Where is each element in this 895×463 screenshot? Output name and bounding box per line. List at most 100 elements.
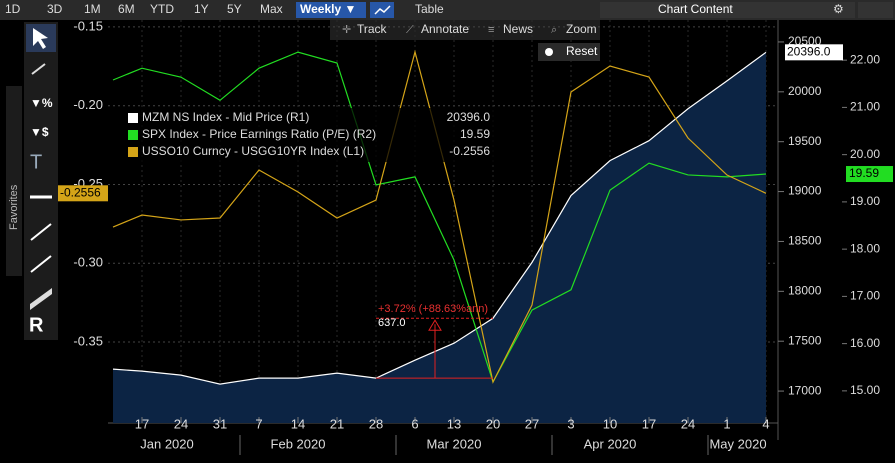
x-tick-label: 28 — [369, 416, 383, 431]
pct-tool[interactable]: ▼% — [30, 96, 53, 110]
range-button[interactable]: 3D — [47, 2, 63, 16]
series-line — [112, 51, 767, 384]
legend-label: USSO10 Curncy - USGG10YR Index (L1) — [142, 144, 364, 158]
y3-tick-label: 17.00 — [850, 289, 880, 303]
side-toolbar — [24, 22, 58, 340]
y3-tick-label: 15.00 — [850, 383, 880, 397]
x-tick-label: 21 — [330, 416, 344, 431]
x-tick-label: 24 — [681, 416, 695, 431]
channel-tool[interactable] — [30, 288, 52, 310]
x-tick-label: 27 — [525, 416, 539, 431]
text-tool[interactable]: T — [30, 151, 42, 173]
legend-value: 19.59 — [460, 127, 490, 141]
favorites-label: Favorites — [8, 184, 20, 230]
y3-tick-label: 16.00 — [850, 336, 880, 350]
cursor-icon — [33, 28, 48, 49]
legend-value: 20396.0 — [447, 110, 491, 124]
last-value-box — [846, 166, 893, 183]
tool-icon: ⌕ — [551, 24, 557, 36]
legend-label: SPX Index - Price Earnings Ratio (P/E) (… — [142, 127, 376, 141]
y3-tick-label: 19.00 — [850, 194, 880, 208]
x-tick-label: 17 — [642, 416, 656, 431]
annotation-arrow — [428, 319, 442, 331]
last-value-label: -0.2556 — [60, 185, 101, 199]
x-tick-label: 1 — [723, 416, 730, 431]
tool-button[interactable]: Annotate — [421, 22, 469, 36]
x-tick-label: 31 — [213, 416, 227, 431]
y2-tick-label: 18500 — [788, 234, 822, 248]
range-button[interactable]: 1Y — [194, 2, 209, 16]
x-tick-label: 7 — [255, 416, 262, 431]
regression-tool[interactable]: R — [29, 314, 44, 336]
annotation-change: +3.72% (+88.63%ann) — [378, 303, 488, 315]
last-value-box — [785, 44, 843, 61]
x-tick-label: 20 — [486, 416, 500, 431]
x-tick-label: 4 — [762, 416, 769, 431]
x-group-label: Feb 2020 — [271, 436, 326, 451]
legend-swatch — [128, 147, 138, 157]
x-group-label: Jan 2020 — [140, 436, 194, 451]
settings-button[interactable] — [858, 2, 893, 18]
last-value-box — [58, 185, 108, 202]
y2-tick-label: 20000 — [788, 84, 822, 98]
range-button[interactable]: 6M — [118, 2, 135, 16]
y-tick-label: -0.30 — [73, 255, 103, 270]
x-tick-label: 17 — [135, 416, 149, 431]
y3-tick-label: 20.00 — [850, 147, 880, 161]
chart-icon — [374, 5, 391, 15]
range-button[interactable]: 1D — [5, 2, 21, 16]
tool-button[interactable]: News — [503, 22, 533, 36]
range-button[interactable]: YTD — [150, 2, 174, 16]
y2-tick-label: 17000 — [788, 383, 822, 397]
gear-icon: ⚙ — [833, 2, 844, 16]
x-tick-label: 10 — [603, 416, 617, 431]
frequency-button[interactable] — [296, 2, 366, 18]
legend-swatch — [128, 113, 138, 123]
x-group-label: Apr 2020 — [584, 436, 637, 451]
reset-button[interactable] — [538, 43, 600, 61]
x-tick-label: 14 — [291, 416, 305, 431]
x-tick-label: 24 — [174, 416, 188, 431]
x-group-label: May 2020 — [709, 436, 766, 451]
tool-icon: ✛ — [342, 24, 351, 36]
tool-icon: ⟋ — [406, 24, 414, 36]
y-tick-label: -0.15 — [73, 18, 103, 33]
y2-tick-label: 19000 — [788, 184, 822, 198]
y3-tick-label: 18.00 — [850, 241, 880, 255]
frequency-label[interactable]: Weekly ▼ — [300, 2, 356, 16]
reset-icon — [545, 48, 553, 56]
legend-label: MZM NS Index - Mid Price (R1) — [142, 110, 309, 124]
y2-tick-label: 17500 — [788, 333, 822, 347]
tool-button[interactable]: Track — [357, 22, 388, 36]
draw-tool[interactable] — [31, 63, 46, 75]
x-tick-label: 6 — [411, 416, 418, 431]
last-value-label: 20396.0 — [787, 44, 831, 58]
chart-content-label[interactable]: Chart Content — [658, 2, 733, 16]
table-button[interactable]: Table — [415, 2, 444, 16]
y3-tick-label: 21.00 — [850, 100, 880, 114]
legend-value: -0.2556 — [449, 144, 490, 158]
legend-box — [122, 108, 502, 162]
legend-swatch — [128, 130, 138, 140]
y3-tick-label: 22.00 — [850, 52, 880, 66]
ray-tool[interactable] — [30, 255, 52, 273]
tool-button[interactable]: Zoom — [566, 22, 597, 36]
area — [113, 52, 766, 424]
x-tick-label: 3 — [567, 416, 574, 431]
y2-tick-label: 19500 — [788, 134, 822, 148]
range-button[interactable]: 5Y — [227, 2, 242, 16]
y-tick-label: -0.35 — [73, 333, 103, 348]
x-tick-label: 13 — [447, 416, 461, 431]
last-value-label: 19.59 — [849, 166, 879, 180]
range-button[interactable]: 1M — [84, 2, 101, 16]
chart-content-button[interactable] — [600, 2, 855, 18]
dollar-tool[interactable]: ▼$ — [30, 125, 49, 139]
range-button[interactable]: Max — [260, 2, 283, 16]
favorites-tab[interactable] — [6, 86, 22, 276]
y2-tick-label: 18000 — [788, 283, 822, 297]
annotation-delta: 637.0 — [378, 317, 406, 329]
y-tick-label: -0.20 — [73, 97, 103, 112]
trend-tool[interactable] — [30, 223, 52, 241]
reset-label[interactable]: Reset — [566, 44, 598, 58]
